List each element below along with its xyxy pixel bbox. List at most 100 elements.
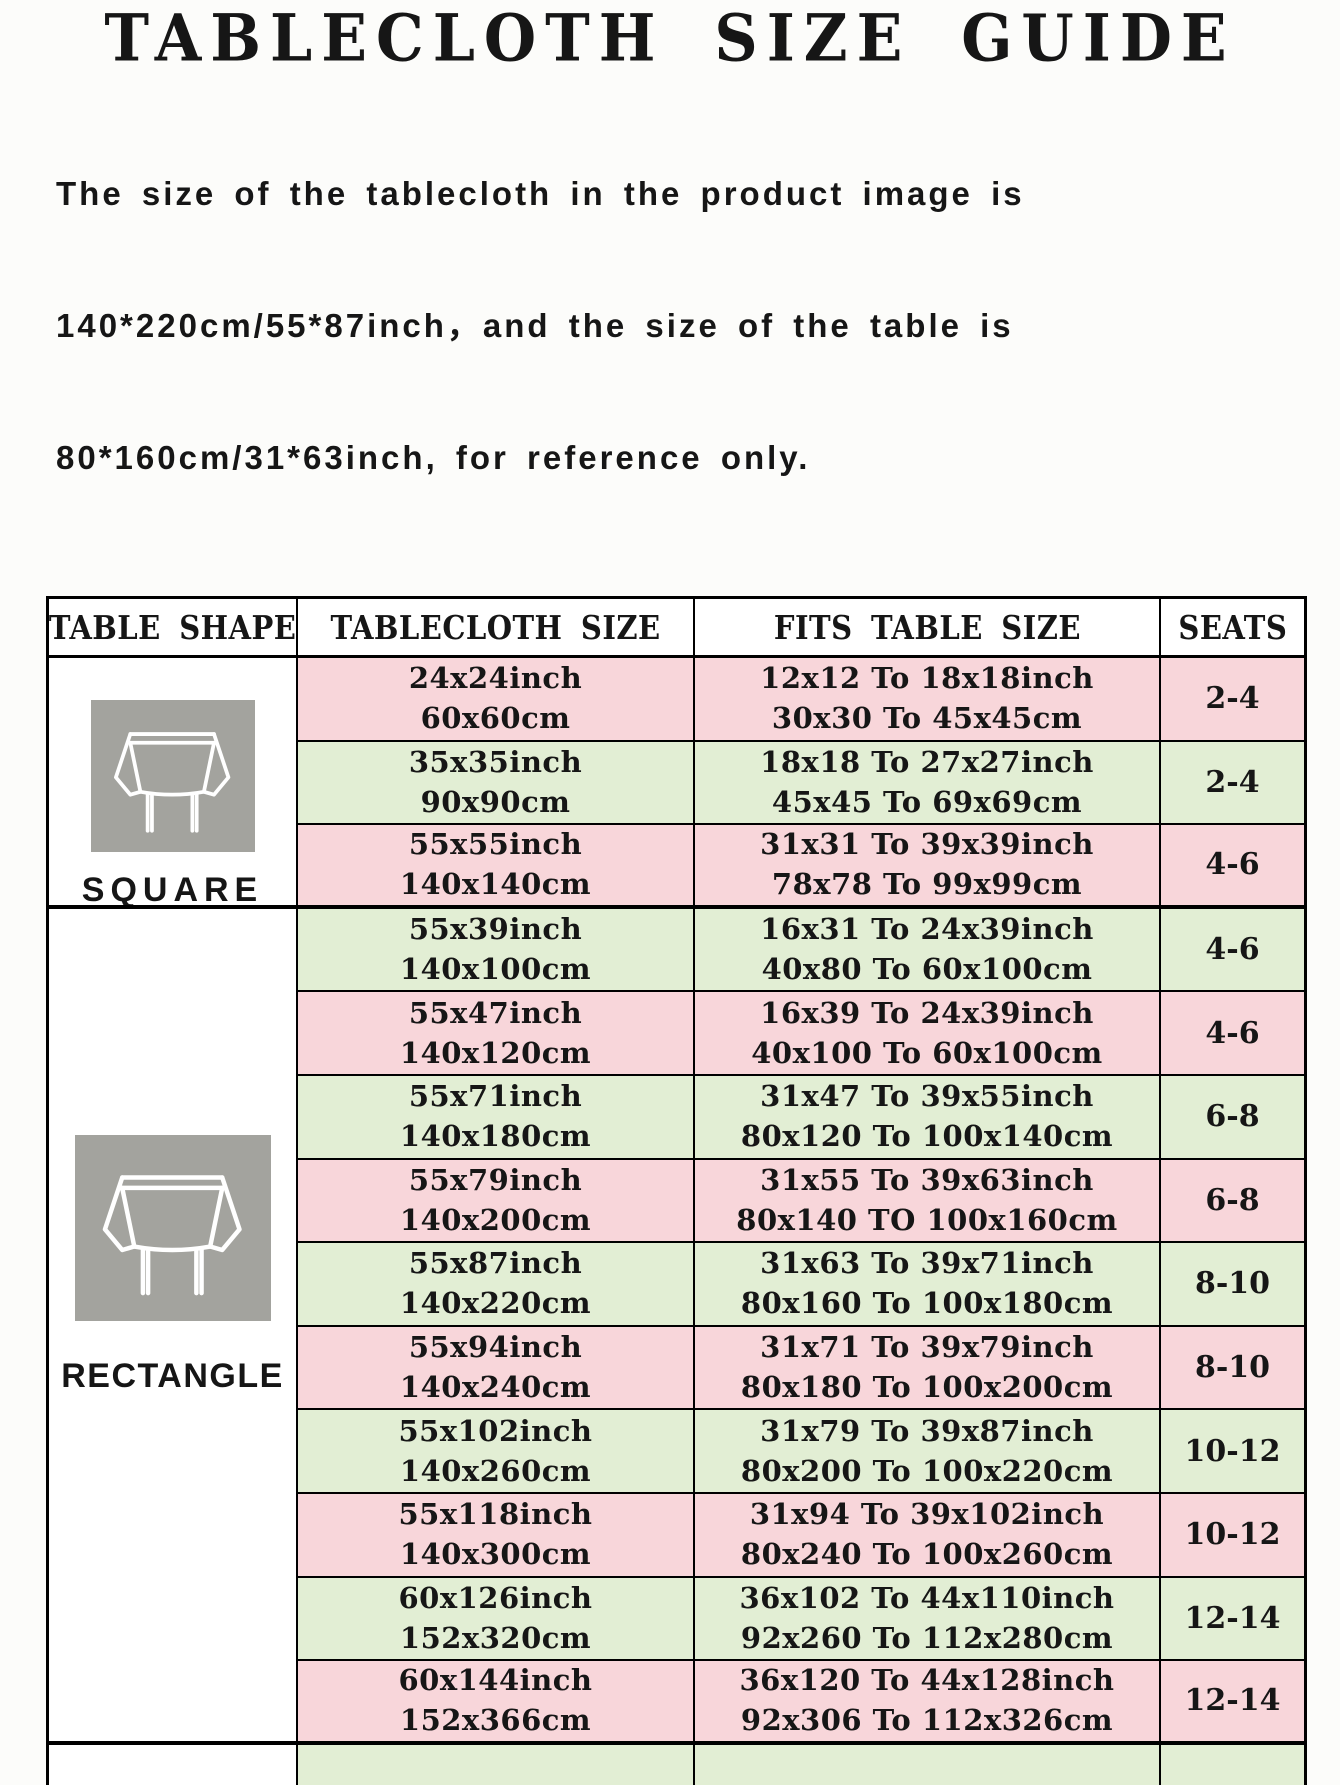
fits-table-size-cell: 16x31 To 24x39inch 40x80 To 60x100cm (695, 908, 1161, 993)
fits-size-cm: 80x200 To 100x220cm (740, 1453, 1114, 1488)
header-fits-table-size: FITS TABLE SIZE (695, 599, 1161, 658)
tablecloth-size-cell: 55x94inch 140x240cm (298, 1326, 695, 1411)
fits-table-size-cell: 31x71 To 39x79inch 80x180 To 100x200cm (695, 1326, 1161, 1411)
cloth-size-cm: 140x240cm (399, 1370, 592, 1405)
square-section-label: SQUARE (81, 871, 264, 909)
cloth-size-inch: 55x102inch (398, 1413, 593, 1448)
seats-cell: 6-8 (1161, 1159, 1304, 1244)
seats-cell: 4-6 (1161, 1744, 1304, 1785)
tablecloth-size-cell: 55x79inch 140x200cm (298, 1159, 695, 1244)
fits-table-size-cell: 31x63 To 39x71inch 80x160 To 100x180cm (695, 1243, 1161, 1327)
fits-size-cm: 80x140 TO 100x160cm (736, 1202, 1118, 1237)
tablecloth-size-cell: 55x118inch 140x300cm (298, 1493, 695, 1578)
fits-size-inch: 31x71 To 39x79inch (760, 1330, 1094, 1365)
cloth-size-cm: 152x320cm (399, 1620, 592, 1655)
section-rectangle: RECTANGLE (49, 908, 298, 1745)
cloth-size-inch: 55x47inch (408, 995, 583, 1030)
cloth-size-inch: 55x79inch (408, 1162, 583, 1197)
fits-size-inch: 31x31 To 39x39inch (760, 827, 1094, 862)
tablecloth-size-cell: 24x24inch 60x60cm (298, 658, 695, 742)
fits-size-inch: 36x102 To 44x110inch (739, 1580, 1115, 1615)
fits-table-size-cell: 31x31 To 39x39inch 78x78 To 99x99cm (695, 825, 1161, 909)
fits-table-size-cell: 31x79 To 39x87inch 80x200 To 100x220cm (695, 1410, 1161, 1494)
rectangle-table-icon (74, 1134, 271, 1321)
cloth-size-cm: 140x260cm (399, 1453, 592, 1488)
header-seats: SEATS (1161, 599, 1304, 658)
cloth-size-cm: 140x220cm (399, 1286, 592, 1321)
fits-size-inch: 31x47 To 39x55inch (760, 1079, 1094, 1114)
fits-size-cm: 80x240 To 100x260cm (740, 1537, 1114, 1572)
tablecloth-size-cell: 60x126inch 152x320cm (298, 1577, 695, 1662)
fits-size-cm: 80x120 To 100x140cm (740, 1119, 1114, 1154)
fits-size-cm: 45x45 To 69x69cm (771, 784, 1083, 819)
tablecloth-size-cell: 60x144inch 152x366cm (298, 1661, 695, 1745)
fits-size-cm: 78x78 To 99x99cm (771, 867, 1083, 902)
intro-line-1: The size of the tablecloth in the produc… (56, 175, 1025, 212)
cloth-size-cm: 140x180cm (399, 1119, 592, 1154)
cloth-size-cm: 140x140cm (399, 867, 592, 902)
cloth-size-inch: 55x87inch (408, 1246, 583, 1281)
fits-size-inch: 36x120 To 44x128inch (739, 1663, 1115, 1698)
seats-cell: 12-14 (1161, 1577, 1304, 1662)
cloth-size-cm: 152x366cm (399, 1703, 592, 1738)
cloth-size-cm: 140x300cm (399, 1537, 592, 1572)
tablecloth-size-cell: 55x87inch 140x220cm (298, 1243, 695, 1327)
seats-cell: 4-6 (1161, 825, 1304, 909)
header-table-shape: TABLE SHAPE (49, 599, 298, 658)
cloth-size-inch: 60x126inch (398, 1580, 593, 1615)
fits-size-cm: 80x160 To 100x180cm (740, 1286, 1114, 1321)
cloth-size-inch: 55x55inch (408, 827, 583, 862)
fits-size-inch: 31x55 To 39x63inch (760, 1162, 1094, 1197)
fits-size-cm: 80x180 To 100x200cm (740, 1370, 1114, 1405)
intro-line-3: 80*160cm/31*63inch, for reference only. (56, 439, 811, 476)
tablecloth-size-cell: 55x55inch 140x140cm (298, 825, 695, 909)
seats-cell: 2-4 (1161, 741, 1304, 826)
cloth-size-inch: 24x24inch (408, 661, 583, 696)
fits-size-cm: 30x30 To 45x45cm (771, 701, 1083, 736)
cloth-size-inch: 55x71inch (408, 1079, 583, 1114)
tablecloth-size-cell: 59inch Round 150CM 圆 (298, 1744, 695, 1785)
cloth-size-cm: 90x90cm (420, 784, 571, 819)
seats-cell: 4-6 (1161, 908, 1304, 993)
tablecloth-size-cell: 55x71inch 140x180cm (298, 1075, 695, 1160)
cloth-size-inch: 35x35inch (408, 744, 583, 779)
seats-cell: 6-8 (1161, 1075, 1304, 1160)
tablecloth-size-cell: 55x39inch 140x100cm (298, 908, 695, 993)
fits-table-size-cell: 31x55 To 39x63inch 80x140 TO 100x160cm (695, 1159, 1161, 1244)
seats-cell: 10-12 (1161, 1410, 1304, 1494)
cloth-size-cm: 60x60cm (420, 701, 571, 736)
cloth-size-inch: 60x144inch (398, 1663, 593, 1698)
rectangle-section-label: RECTANGLE (61, 1356, 284, 1395)
seats-cell: 8-10 (1161, 1243, 1304, 1327)
fits-table-size-cell: 18x18 To 27x27inch 45x45 To 69x69cm (695, 741, 1161, 826)
fits-table-size-cell: 16x39 To 24x39inch 40x100 To 60x100cm (695, 992, 1161, 1076)
cloth-size-inch: 55x94inch (408, 1330, 583, 1365)
fits-size-cm: 92x306 To 112x326cm (740, 1703, 1114, 1738)
header-fits-table-size-label: FITS TABLE SIZE (773, 607, 1081, 647)
cloth-size-cm: 140x200cm (399, 1202, 592, 1237)
header-seats-label: SEATS (1178, 607, 1287, 647)
tablecloth-size-cell: 55x47inch 140x120cm (298, 992, 695, 1076)
fits-table-size-cell: 31x47 To 39x55inch 80x120 To 100x140cm (695, 1075, 1161, 1160)
fits-size-inch: 12x12 To 18x18inch (760, 661, 1094, 696)
seats-cell: 8-10 (1161, 1326, 1304, 1411)
header-table-shape-label: TABLE SHAPE (49, 607, 297, 647)
header-tablecloth-size: TABLECLOTH SIZE (298, 599, 695, 658)
fits-size-inch: 16x39 To 24x39inch (760, 995, 1094, 1030)
header-tablecloth-size-label: TABLECLOTH SIZE (330, 607, 661, 647)
fits-size-inch: 18x18 To 27x27inch (760, 744, 1094, 779)
fits-size-cm: 40x100 To 60x100cm (751, 1035, 1103, 1070)
size-guide-table: TABLE SHAPE TABLECLOTH SIZE FITS TABLE S… (46, 596, 1307, 1785)
fits-table-size-cell: 36x120 To 44x128inch 92x306 To 112x326cm (695, 1661, 1161, 1745)
page-title: TABLECLOTH SIZE GUIDE (104, 1, 1236, 77)
fits-size-inch: 31x63 To 39x71inch (760, 1246, 1094, 1281)
section-square: SQUARE (49, 658, 298, 909)
section-round: ROUND (49, 1744, 298, 1785)
fits-table-size-cell: 12x12 To 18x18inch 30x30 To 45x45cm (695, 658, 1161, 742)
tablecloth-size-cell: 55x102inch 140x260cm (298, 1410, 695, 1494)
fits-size-inch: 31x79 To 39x87inch (760, 1413, 1094, 1448)
cloth-size-inch: 55x118inch (398, 1497, 593, 1532)
fits-size-cm: 40x80 To 60x100cm (761, 952, 1093, 987)
fits-size-inch: 31x94 To 39x102inch (749, 1497, 1105, 1532)
